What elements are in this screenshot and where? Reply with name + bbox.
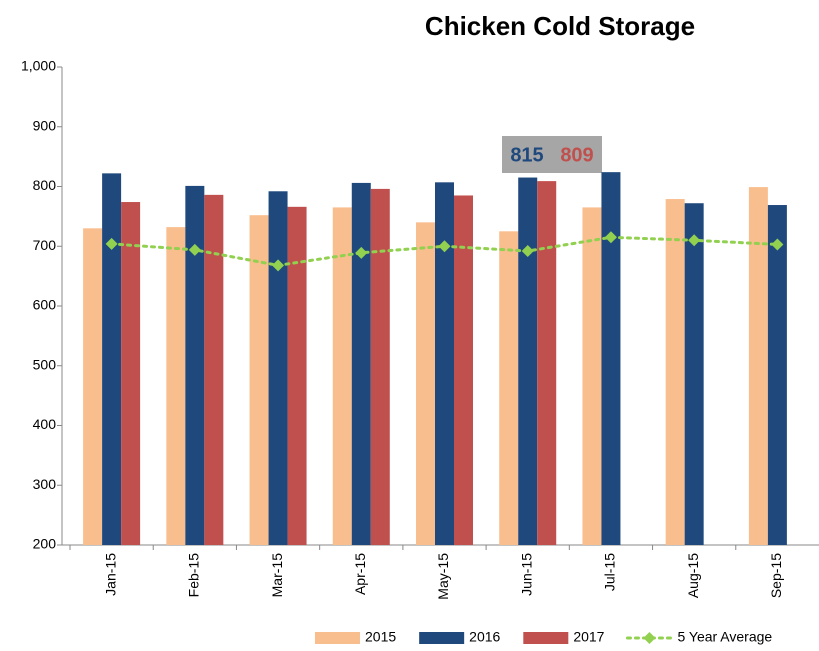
- bar: [249, 215, 269, 545]
- line-marker: [272, 259, 285, 272]
- x-tick-label: Sep-15: [768, 553, 784, 598]
- bar: [684, 203, 704, 546]
- bar: [435, 182, 454, 545]
- x-tick-label: Apr-15: [352, 553, 368, 595]
- data-label-box: [502, 136, 552, 173]
- bar: [332, 207, 352, 545]
- x-tick-label: Jul-15: [602, 553, 618, 591]
- data-label: 815: [510, 144, 543, 166]
- y-tick-label: 500: [33, 356, 57, 372]
- bar: [268, 191, 288, 545]
- y-tick-label: 200: [33, 536, 57, 552]
- data-label-box: [552, 136, 602, 173]
- bar: [121, 202, 141, 545]
- line-marker: [771, 238, 784, 251]
- line-marker: [188, 243, 201, 256]
- line-marker: [521, 245, 534, 258]
- bar: [499, 231, 519, 545]
- bar: [582, 207, 602, 545]
- legend-swatch: [523, 632, 569, 644]
- data-label: 809: [560, 144, 593, 166]
- y-tick-label: 600: [33, 297, 57, 313]
- y-tick-label: 300: [33, 476, 57, 492]
- bar: [83, 228, 103, 545]
- line-marker: [604, 231, 617, 244]
- bar: [370, 188, 390, 545]
- line-marker: [105, 237, 118, 250]
- bar: [287, 206, 307, 545]
- line-marker: [355, 246, 368, 259]
- bar: [767, 205, 787, 545]
- legend-swatch: [419, 632, 465, 644]
- line-marker: [688, 234, 701, 247]
- bar: [748, 187, 768, 545]
- x-tick-label: Feb-15: [186, 553, 202, 598]
- legend-label: 2017: [573, 629, 604, 645]
- y-tick-label: 700: [33, 237, 57, 253]
- legend-label: 5 Year Average: [677, 629, 772, 645]
- bar: [204, 194, 224, 546]
- legend-label: 2015: [365, 629, 396, 645]
- bar: [665, 199, 685, 546]
- legend-label: 2016: [469, 629, 500, 645]
- bar: [102, 173, 122, 546]
- y-tick-label: 1,000: [21, 58, 56, 74]
- x-tick-label: Aug-15: [685, 553, 701, 598]
- x-tick-label: Jun-15: [518, 553, 534, 596]
- bar: [416, 222, 435, 545]
- x-tick-label: Jan-15: [102, 553, 118, 596]
- legend-swatch: [643, 632, 656, 644]
- bar: [351, 182, 371, 546]
- bar: [518, 177, 538, 545]
- chart-title: Chicken Cold Storage: [425, 11, 695, 41]
- x-tick-label: Mar-15: [269, 553, 285, 598]
- bar: [454, 195, 473, 545]
- bar: [601, 172, 621, 545]
- bar: [166, 227, 186, 545]
- line-marker: [438, 240, 451, 253]
- y-tick-label: 900: [33, 117, 57, 133]
- legend-swatch: [315, 632, 360, 644]
- y-tick-label: 400: [33, 416, 57, 432]
- bar: [537, 181, 557, 545]
- x-tick-label: May-15: [435, 553, 451, 600]
- y-tick-label: 800: [33, 177, 57, 193]
- bar: [185, 185, 205, 545]
